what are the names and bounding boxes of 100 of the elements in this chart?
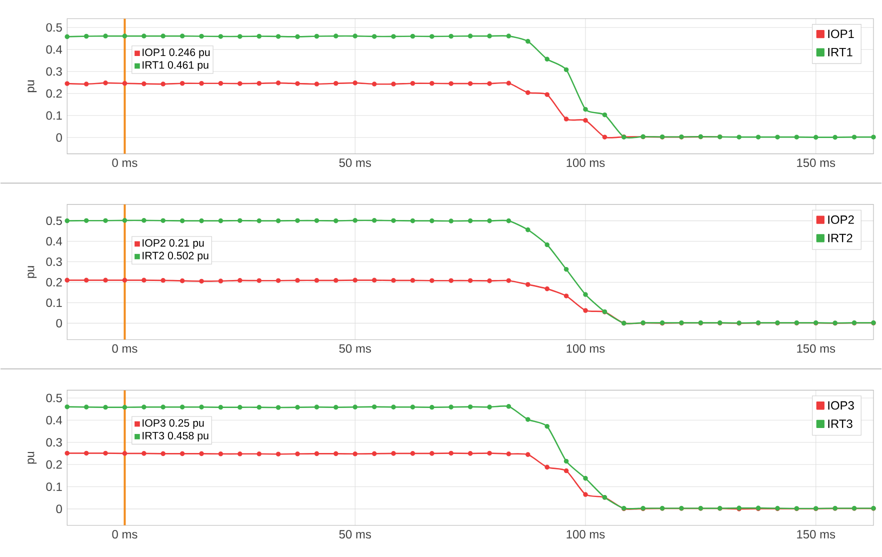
- legend-label: IOP1: [828, 29, 854, 38]
- point: [372, 404, 377, 410]
- point: [352, 80, 358, 86]
- point: [84, 218, 89, 223]
- point: [238, 218, 242, 223]
- point: [64, 34, 70, 39]
- point: [430, 404, 434, 410]
- point: [391, 278, 396, 283]
- point: [180, 80, 185, 86]
- point: [256, 404, 262, 410]
- point: [526, 38, 530, 44]
- point: [276, 218, 281, 224]
- point: [334, 451, 338, 456]
- point: [448, 218, 454, 224]
- point: [314, 404, 320, 410]
- point: [756, 134, 761, 140]
- x-tick-label: 0 ms: [112, 344, 138, 353]
- point: [122, 80, 128, 86]
- y-tick-label: 0: [56, 504, 62, 514]
- point: [180, 451, 185, 456]
- point: [448, 404, 454, 410]
- point: [295, 34, 300, 39]
- point: [544, 242, 550, 248]
- point: [314, 34, 320, 38]
- point: [256, 34, 262, 38]
- x-tick-label: 150 ms: [797, 344, 836, 353]
- point: [84, 278, 89, 282]
- point: [564, 67, 569, 72]
- annotation: IOP3 0.25 pu: [142, 419, 204, 429]
- legend-label: IOP2: [828, 215, 854, 224]
- y-tick-label: 0.5: [46, 23, 62, 32]
- point: [180, 278, 185, 284]
- point: [352, 451, 358, 456]
- point: [736, 134, 742, 140]
- annotation: IRT3 0.458 pu: [142, 432, 208, 442]
- point: [276, 34, 281, 39]
- point: [410, 218, 416, 224]
- point: [468, 404, 473, 410]
- point: [218, 34, 224, 39]
- point: [391, 218, 396, 223]
- point: [372, 218, 377, 223]
- point: [142, 218, 146, 223]
- point: [218, 278, 224, 284]
- point: [544, 286, 550, 292]
- point: [160, 33, 166, 38]
- y-tick-label: 0: [56, 318, 62, 328]
- point: [180, 218, 185, 224]
- y-tick-label: 0.3: [46, 67, 62, 76]
- point: [506, 451, 512, 456]
- point: [103, 450, 108, 456]
- point: [583, 106, 588, 112]
- x-tick-label: 50 ms: [339, 158, 371, 167]
- point: [199, 404, 204, 410]
- point: [564, 116, 569, 122]
- point: [430, 34, 434, 39]
- point: [295, 278, 300, 283]
- point: [160, 404, 166, 410]
- point: [256, 218, 262, 224]
- legend-label: IRT1: [828, 48, 852, 56]
- y-tick-label: 0.2: [46, 460, 62, 469]
- point: [544, 92, 550, 97]
- point: [544, 424, 550, 429]
- annotation: IRT2 0.502 pu: [142, 252, 208, 262]
- point: [314, 278, 320, 283]
- point: [314, 451, 320, 456]
- point: [487, 218, 492, 224]
- point: [352, 33, 358, 38]
- point: [794, 134, 800, 140]
- point: [391, 450, 396, 456]
- point: [334, 33, 338, 38]
- point: [583, 118, 588, 123]
- point: [526, 90, 530, 95]
- point: [295, 404, 300, 410]
- point: [64, 404, 70, 410]
- point: [487, 278, 492, 284]
- point: [142, 81, 146, 86]
- point: [238, 404, 242, 410]
- point: [314, 218, 320, 223]
- point: [218, 80, 224, 86]
- point: [430, 218, 434, 224]
- point: [142, 404, 146, 410]
- point: [487, 81, 492, 86]
- point: [506, 404, 512, 409]
- point: [410, 278, 416, 283]
- y-tick-label: 0.5: [46, 216, 62, 225]
- point: [122, 404, 128, 410]
- point: [487, 450, 492, 456]
- point: [103, 80, 108, 86]
- point: [199, 34, 204, 38]
- point: [410, 80, 416, 86]
- y-tick-label: 0.1: [46, 482, 62, 491]
- point: [410, 404, 416, 410]
- point: [813, 134, 818, 140]
- point: [832, 134, 838, 140]
- point: [372, 81, 377, 86]
- point: [238, 81, 242, 86]
- point: [430, 450, 434, 456]
- point: [448, 81, 454, 86]
- point: [180, 33, 185, 38]
- annotation: IOP2 0.21 pu: [142, 239, 204, 249]
